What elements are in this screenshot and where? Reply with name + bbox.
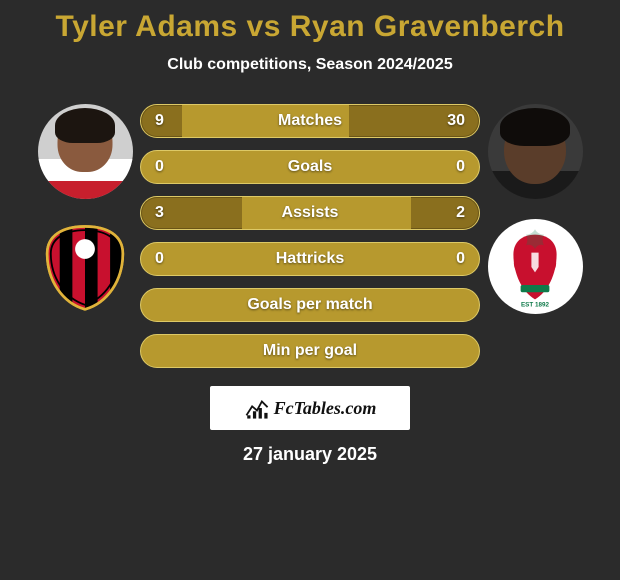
stat-label: Goals per match [247, 296, 372, 314]
branding-badge: FcTables.com [210, 386, 410, 430]
stat-label: Assists [282, 204, 339, 222]
stat-value-right: 0 [456, 250, 465, 268]
main-area: 9 30 Matches 0 0 Goals 3 2 Assists 0 0 Hattricks Goa… [0, 104, 620, 368]
stat-value-right: 30 [447, 112, 465, 130]
stat-value-left: 0 [155, 250, 164, 268]
stat-label: Hattricks [276, 250, 344, 268]
subtitle: Club competitions, Season 2024/2025 [0, 56, 620, 74]
stat-label: Goals [288, 158, 332, 176]
right-column: EST 1892 [480, 104, 590, 314]
player-photo-left [38, 104, 133, 199]
stat-value-left: 9 [155, 112, 164, 130]
stat-value-left: 3 [155, 204, 164, 222]
fctables-logo-icon [244, 395, 270, 421]
stat-row: Goals per match [140, 288, 480, 322]
stat-value-right: 2 [456, 204, 465, 222]
bournemouth-crest-icon [40, 222, 130, 312]
comparison-card: Tyler Adams vs Ryan Gravenberch Club com… [0, 0, 620, 465]
stat-row: 3 2 Assists [140, 196, 480, 230]
stat-row: 9 30 Matches [140, 104, 480, 138]
page-title: Tyler Adams vs Ryan Gravenberch [0, 10, 620, 44]
stat-row: 0 0 Hattricks [140, 242, 480, 276]
liverpool-crest-icon: EST 1892 [490, 222, 580, 312]
stats-column: 9 30 Matches 0 0 Goals 3 2 Assists 0 0 Hattricks Goa… [140, 104, 480, 368]
stat-value-right: 0 [456, 158, 465, 176]
club-logo-left [38, 219, 133, 314]
club-logo-right: EST 1892 [488, 219, 583, 314]
svg-text:EST 1892: EST 1892 [521, 301, 550, 308]
stat-value-left: 0 [155, 158, 164, 176]
stat-bar-right [411, 197, 479, 229]
stat-label: Min per goal [263, 342, 357, 360]
stat-row: Min per goal [140, 334, 480, 368]
date-label: 27 january 2025 [0, 444, 620, 465]
left-column [30, 104, 140, 314]
branding-text: FcTables.com [274, 398, 377, 419]
stat-row: 0 0 Goals [140, 150, 480, 184]
player-photo-right [488, 104, 583, 199]
stat-label: Matches [278, 112, 342, 130]
